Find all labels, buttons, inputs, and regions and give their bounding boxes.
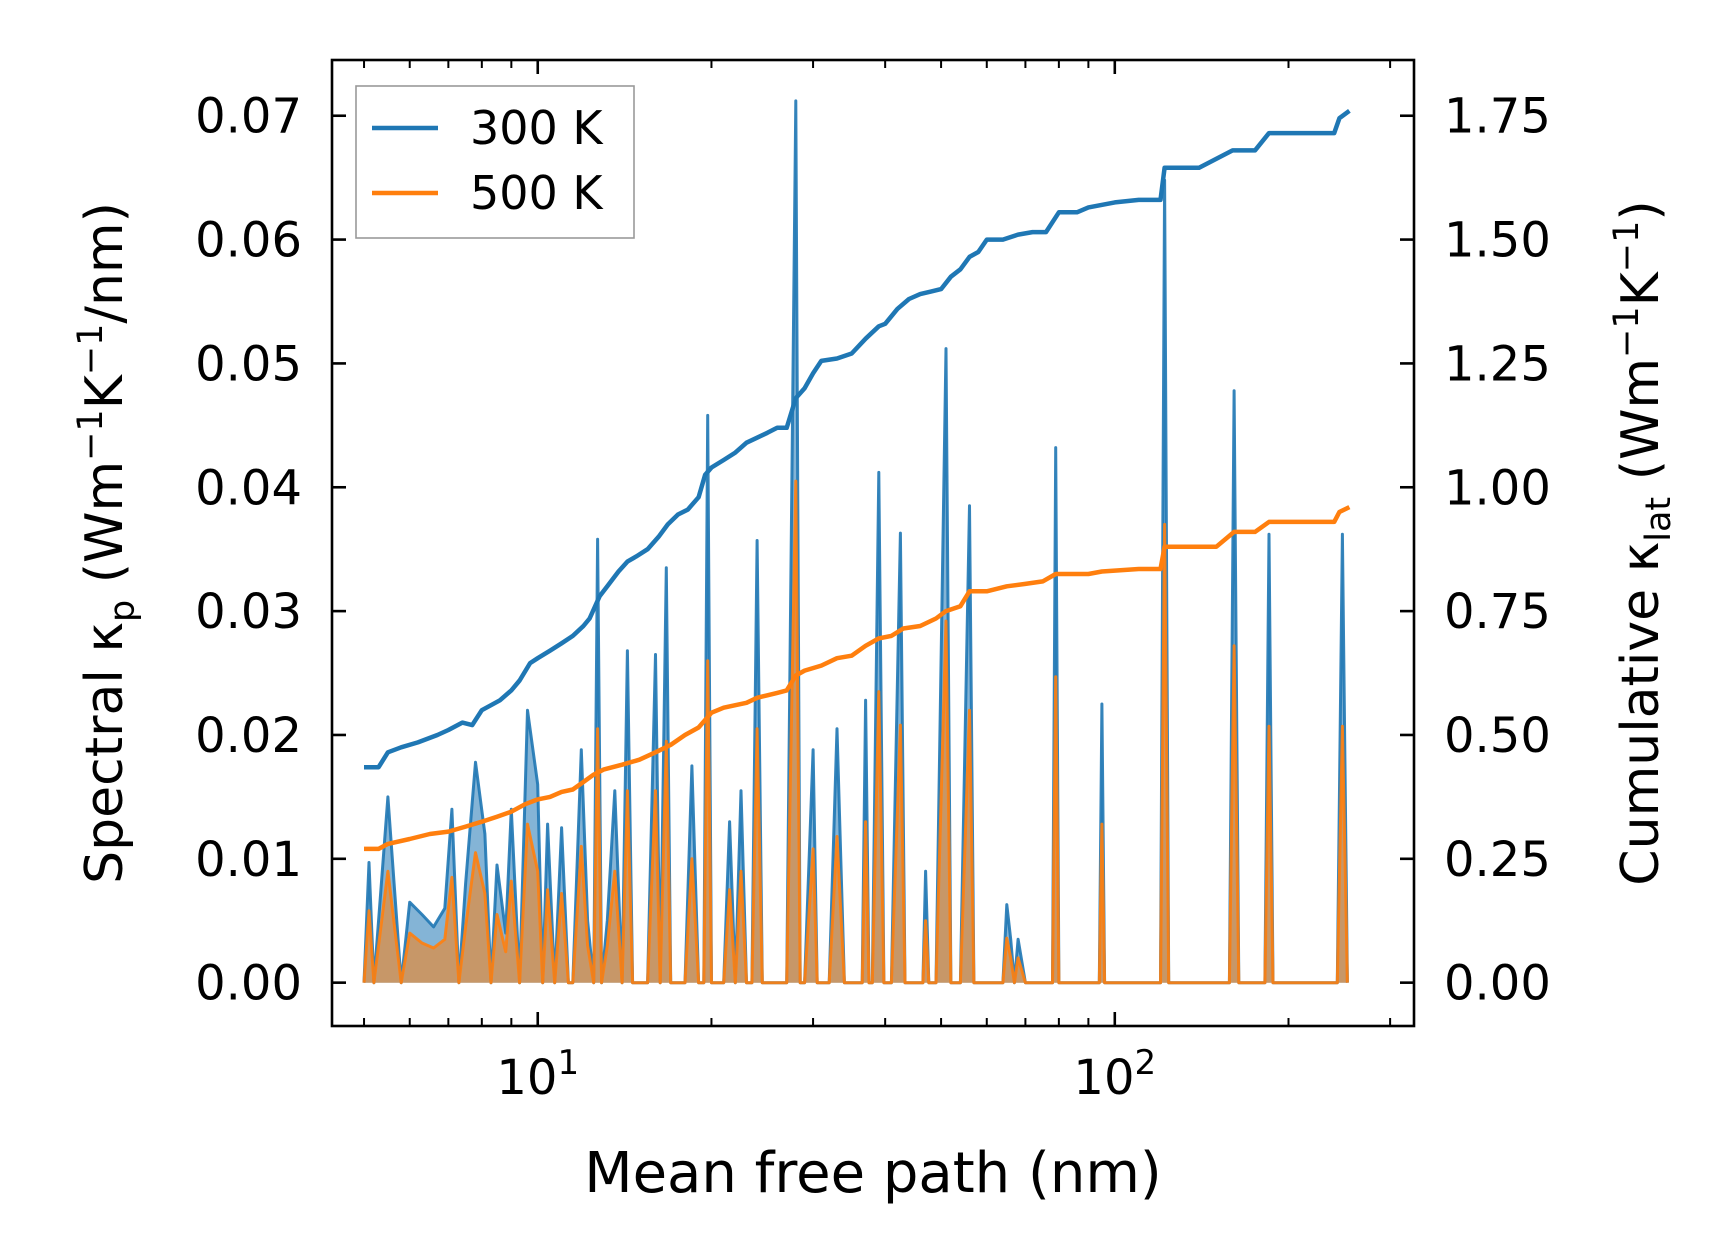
right-y-label-main: Cumulative κ [1611,542,1671,886]
left-y-label-units-suffix: /nm) [75,202,135,323]
left-y-label-units-prefix: (Wm [75,461,135,600]
left-y-tick-label: 0.01 [195,832,302,888]
left-y-tick-label: 0.05 [195,336,302,392]
legend: 300 K 500 K [355,85,635,239]
left-y-tick-label: 0.06 [195,213,302,269]
left-y-label-units-mid: K [75,373,135,409]
right-y-label-units-prefix: (Wm [1611,358,1671,497]
x-tick-label-exponent: 2 [1135,1043,1157,1083]
left-y-tick-label: 0.04 [195,460,302,516]
spectral-area-1 [364,481,1348,983]
right-y-axis-label: Cumulative κlat (Wm−1K−1) [1607,200,1679,885]
right-y-tick-label: 1.75 [1444,89,1551,145]
left-y-tick-label: 0.02 [195,708,302,764]
left-y-tick-label: 0.07 [195,89,302,145]
right-y-tick-label: 1.00 [1444,460,1551,516]
left-y-label-sub: p [103,600,143,622]
right-y-tick-label: 0.50 [1444,708,1551,764]
legend-label-500k: 500 K [470,166,604,220]
right-y-tick-label: 1.50 [1444,213,1551,269]
x-axis-label: Mean free path (nm) [584,1141,1161,1206]
cumulative-line-1 [364,505,1351,852]
right-y-label-exp1: −1 [1607,306,1647,358]
left-y-label-main: Spectral κ [75,622,135,884]
right-y-tick-label: 0.00 [1444,956,1551,1012]
left-y-label-exp1: −1 [71,409,111,461]
axis-ticks [332,60,1414,1026]
x-tick-label-base: 10 [496,1050,557,1106]
right-y-tick-label: 0.75 [1444,584,1551,640]
x-tick-label-base: 10 [1073,1050,1134,1106]
plot-area [362,99,1351,985]
right-y-tick-label: 1.25 [1444,336,1551,392]
right-y-label-units-mid: K [1611,270,1671,306]
left-y-axis-label: Spectral κp (Wm−1K−1/nm) [71,202,143,884]
left-y-label-exp2: −1 [71,324,111,376]
right-y-label-exp2: −1 [1607,221,1647,273]
right-y-label-units-suffix: ) [1611,200,1671,220]
left-y-tick-label: 0.03 [195,584,302,640]
cumulative-line-0 [364,108,1351,770]
legend-box [355,85,635,239]
x-tick-label: 102 [1073,1043,1156,1106]
legend-label-300k: 300 K [470,101,604,155]
x-tick-label-exponent: 1 [557,1043,579,1083]
x-tick-label: 101 [496,1043,579,1106]
right-y-tick-label: 0.25 [1444,832,1551,888]
left-y-tick-label: 0.00 [195,956,302,1012]
right-y-label-sub: lat [1639,497,1679,542]
axes-frame [330,58,1416,1028]
spectral-line-1 [362,479,1349,985]
